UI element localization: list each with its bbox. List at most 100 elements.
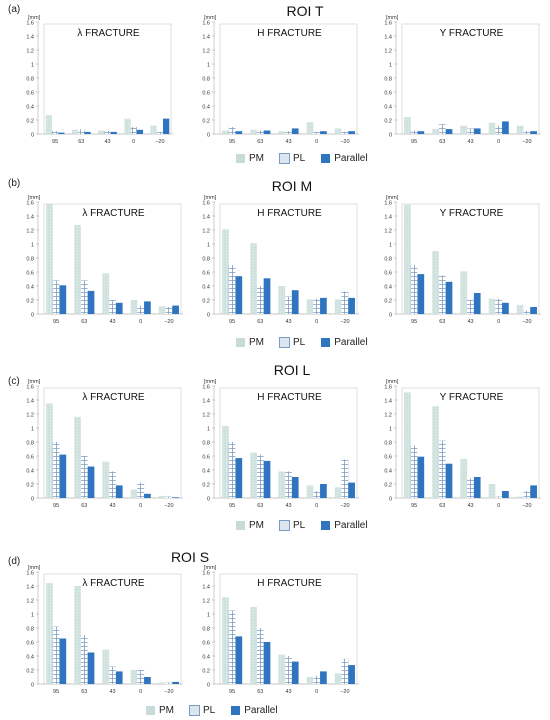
y-tick-label: 1.6 bbox=[26, 571, 34, 577]
bar-parallel bbox=[320, 297, 327, 314]
y-tick-label: 1 bbox=[389, 427, 392, 433]
legend-label: PL bbox=[203, 705, 216, 716]
bar-pm bbox=[334, 299, 342, 314]
bar-parallel bbox=[235, 276, 243, 314]
bar-pl bbox=[256, 454, 264, 498]
bar-parallel bbox=[144, 493, 151, 498]
y-tick-label: 1.6 bbox=[26, 201, 34, 207]
y-tick-label: 0.4 bbox=[202, 469, 210, 475]
x-tick-label: 43 bbox=[109, 503, 115, 509]
y-tick-label: 1.4 bbox=[202, 35, 210, 41]
pm-swatch-icon bbox=[146, 706, 155, 715]
bar-pm bbox=[222, 425, 229, 498]
bar-pm bbox=[250, 452, 257, 498]
bar-pl bbox=[313, 131, 321, 134]
bar-pl bbox=[52, 626, 60, 684]
bar-pm bbox=[334, 128, 342, 134]
y-tick-label: 0 bbox=[207, 313, 210, 319]
bar-pm bbox=[278, 654, 286, 684]
y-tick-label: 0.2 bbox=[202, 119, 210, 125]
legend-label: PL bbox=[293, 520, 306, 531]
pl-swatch-icon bbox=[189, 705, 200, 716]
y-tick-label: 1.2 bbox=[26, 599, 34, 605]
y-tick-label: 1.6 bbox=[202, 201, 210, 207]
legend-label: PM bbox=[159, 705, 174, 716]
bar-pl bbox=[137, 482, 145, 498]
bar-parallel bbox=[263, 642, 271, 684]
parallel-swatch-icon bbox=[321, 521, 331, 530]
bar-parallel bbox=[110, 131, 117, 134]
parallel-swatch-icon bbox=[321, 154, 331, 163]
bar-parallel bbox=[417, 456, 425, 498]
pm-swatch-icon bbox=[236, 338, 245, 347]
y-tick-label: 0.6 bbox=[26, 271, 34, 277]
bar-pm bbox=[102, 461, 110, 498]
bar-pl bbox=[137, 305, 145, 314]
bar-pl bbox=[109, 300, 116, 314]
bar-parallel bbox=[320, 484, 327, 498]
legend-item-pl: PL bbox=[279, 153, 305, 164]
bar-pl bbox=[165, 682, 173, 684]
bar-parallel bbox=[291, 290, 299, 314]
bar-pl bbox=[256, 286, 264, 314]
y-tick-label: 0.6 bbox=[26, 91, 34, 97]
y-tick-label: 0.4 bbox=[26, 655, 34, 661]
chart-title: H FRACTURE bbox=[257, 392, 322, 403]
legend-item-parallel: Parallel bbox=[321, 520, 368, 531]
y-tick-label: 0.4 bbox=[26, 285, 34, 291]
bar-pm bbox=[306, 677, 314, 684]
x-tick-label: −20 bbox=[340, 689, 349, 695]
y-tick-label: 1.6 bbox=[202, 385, 210, 391]
bar-parallel bbox=[263, 278, 271, 314]
bar-pl bbox=[313, 491, 321, 498]
x-tick-label: 95 bbox=[229, 503, 235, 509]
x-tick-label: 43 bbox=[467, 503, 473, 509]
bar-parallel bbox=[115, 485, 123, 498]
y-tick-label: 1.2 bbox=[202, 599, 210, 605]
x-tick-label: −20 bbox=[155, 139, 164, 145]
bar-pl bbox=[156, 131, 164, 134]
bar-parallel bbox=[115, 671, 123, 684]
y-tick-label: 0 bbox=[389, 133, 392, 139]
legend-item-pm: PM bbox=[236, 337, 264, 348]
bar-parallel bbox=[530, 485, 537, 498]
y-tick-label: 0.4 bbox=[202, 285, 210, 291]
bar-pl bbox=[410, 265, 418, 314]
y-tick-label: 0.2 bbox=[202, 483, 210, 489]
bar-pl bbox=[80, 280, 88, 314]
y-axis-label: [mm] bbox=[386, 379, 399, 385]
bar-pl bbox=[285, 131, 292, 134]
bar-pm bbox=[74, 586, 81, 684]
bar-pm bbox=[130, 670, 138, 684]
bar-parallel bbox=[502, 121, 509, 134]
y-tick-label: 1.4 bbox=[202, 399, 210, 405]
chart-roi-l-y: 0 0.2 0.4 0.6 0.8 1 1.2 1.4 1.6[mm] Y FRACTURE 95 6… bbox=[384, 379, 541, 509]
x-tick-label: 63 bbox=[439, 503, 445, 509]
bar-pl bbox=[438, 124, 446, 134]
bar-pm bbox=[250, 607, 257, 684]
legend-label: Parallel bbox=[334, 153, 368, 164]
bar-pl bbox=[285, 471, 292, 498]
bar-pm bbox=[250, 243, 257, 314]
x-tick-label: 63 bbox=[78, 139, 84, 145]
y-axis-label: [mm] bbox=[386, 195, 399, 201]
legend-label: PM bbox=[249, 520, 264, 531]
chart-title: H FRACTURE bbox=[257, 578, 322, 589]
x-tick-label: 43 bbox=[467, 319, 473, 325]
bar-pm bbox=[488, 122, 496, 134]
bar-pm bbox=[460, 125, 468, 134]
x-tick-label: −20 bbox=[340, 503, 349, 509]
y-tick-label: 1.2 bbox=[202, 49, 210, 55]
bar-pm bbox=[278, 471, 286, 498]
y-tick-label: 0.2 bbox=[26, 119, 34, 125]
bar-pm bbox=[488, 298, 496, 314]
bar-parallel bbox=[348, 482, 355, 498]
y-axis-label: [mm] bbox=[28, 195, 41, 201]
bar-parallel bbox=[502, 302, 509, 314]
y-axis-label: [mm] bbox=[28, 379, 41, 385]
y-tick-label: 1.6 bbox=[384, 201, 392, 207]
bar-parallel bbox=[445, 463, 453, 498]
x-tick-label: 43 bbox=[285, 139, 291, 145]
bar-pl bbox=[313, 298, 321, 314]
y-tick-label: 1.4 bbox=[384, 35, 392, 41]
